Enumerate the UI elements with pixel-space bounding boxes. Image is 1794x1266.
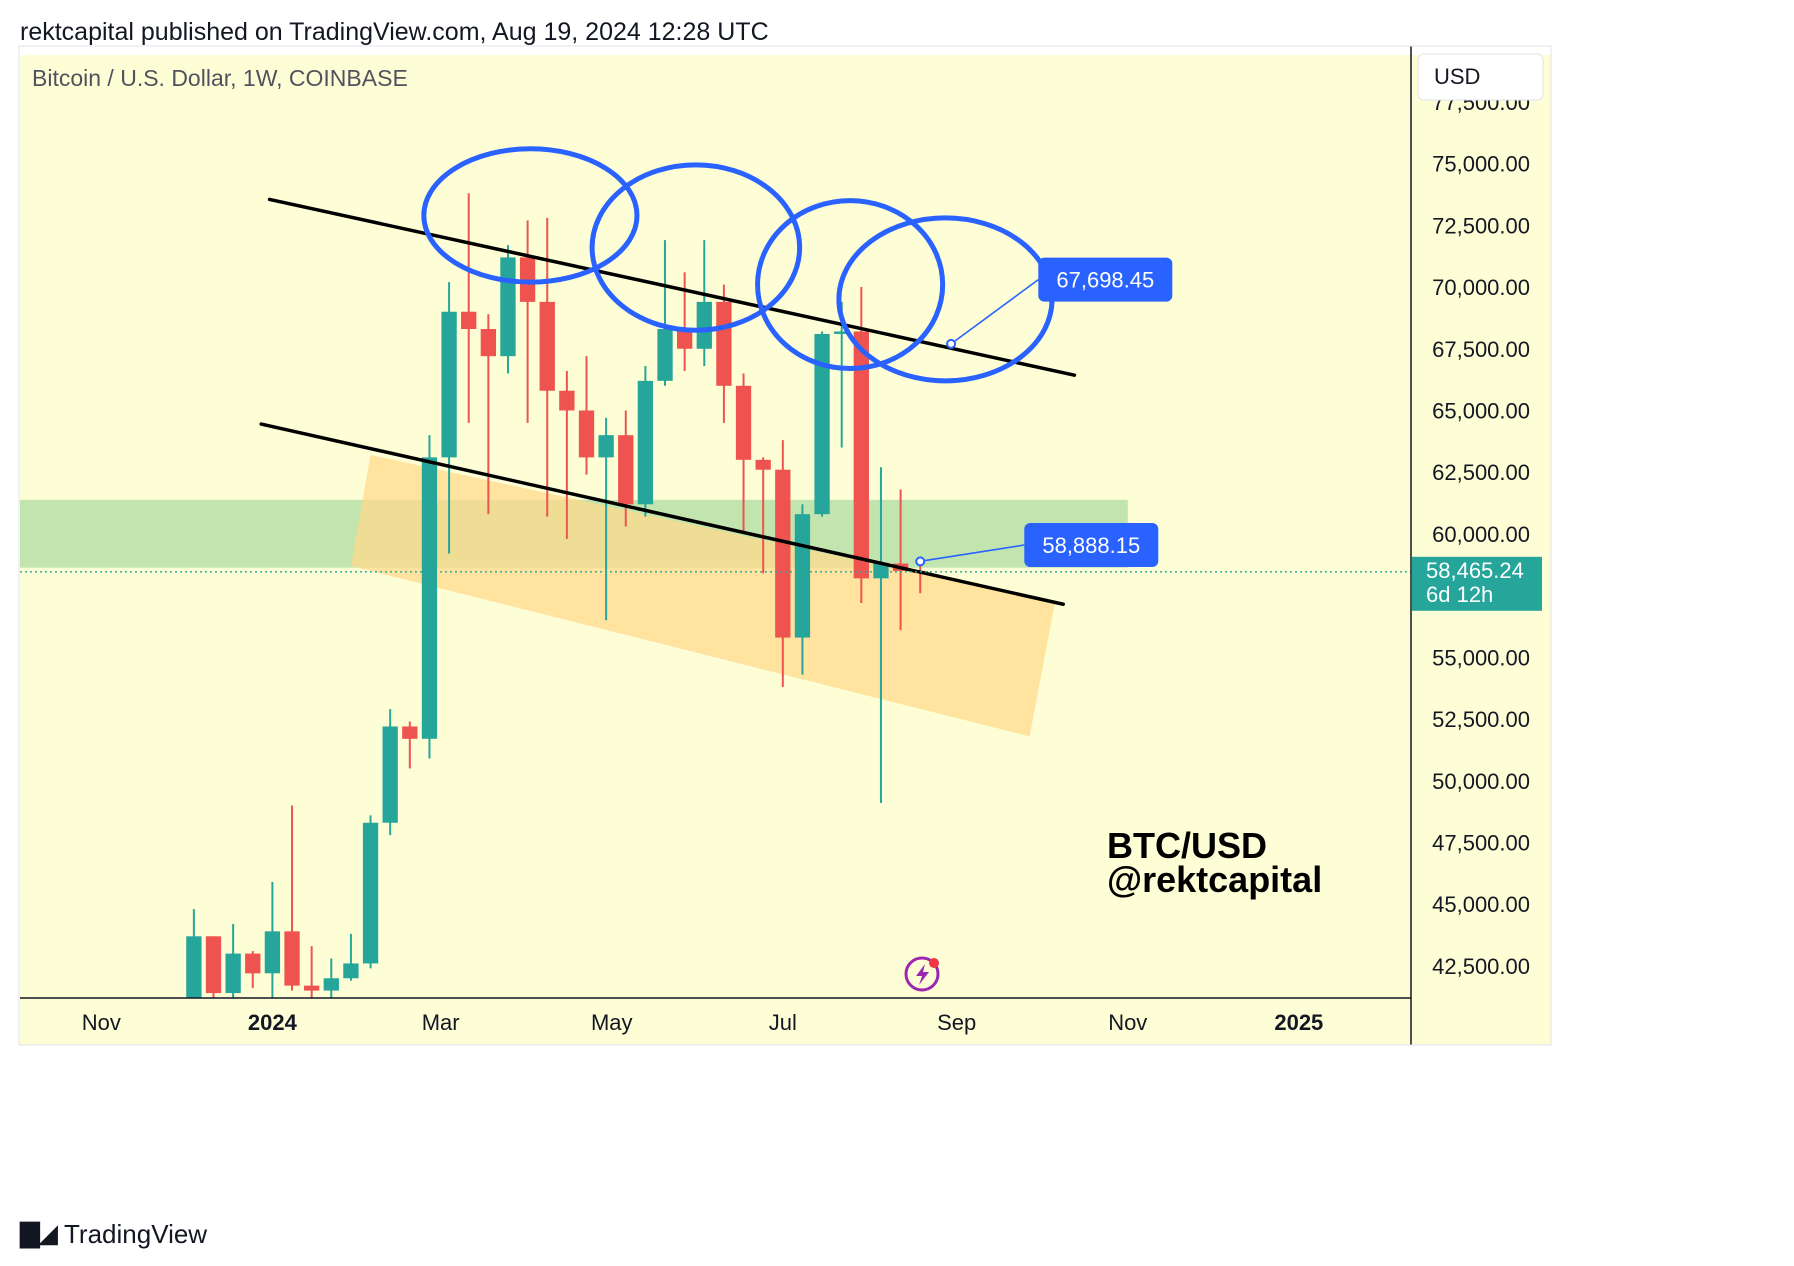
candle-body — [834, 331, 850, 334]
price-tick-label: 65,000.00 — [1432, 398, 1530, 423]
callout-connector — [920, 544, 1025, 563]
candles-layer — [186, 193, 928, 998]
price-tick-label: 42,500.00 — [1432, 954, 1530, 979]
candle-body — [480, 329, 496, 357]
price-tick-label: 67,500.00 — [1432, 337, 1530, 362]
time-tick-label: 2025 — [1274, 1010, 1323, 1035]
highlight-circle — [589, 162, 803, 333]
highlight-circle — [755, 198, 946, 372]
tradingview-brand: TradingView — [64, 1218, 208, 1249]
candle-body — [186, 936, 202, 998]
price-tick-label: 75,000.00 — [1432, 152, 1530, 177]
candle-body — [362, 822, 379, 964]
time-tick-label: 2024 — [248, 1010, 298, 1035]
candle-body — [637, 380, 654, 505]
time-tick-label: May — [591, 1010, 633, 1035]
trendline-upper-channel — [267, 197, 1077, 377]
currency-button-label: USD — [1434, 64, 1480, 89]
time-tick-label: Sep — [937, 1010, 976, 1035]
candle-body — [225, 953, 241, 994]
callout-label: 58,888.15 — [1042, 533, 1140, 558]
candle-body — [873, 563, 889, 579]
candle-body — [853, 331, 869, 579]
current-price-label: 58,465.24 6d 12h — [1412, 556, 1542, 611]
time-axis: Nov 2024 Mar May Jul Sep Nov 2025 — [82, 1010, 1324, 1035]
candle-body — [500, 257, 516, 357]
price-tick-label: 60,000.00 — [1432, 522, 1530, 547]
candle-body — [539, 301, 555, 391]
zones-layer — [20, 454, 1128, 737]
candle-body — [323, 978, 339, 991]
callout-box — [1024, 523, 1159, 568]
publish-header: rektcapital published on TradingView.com… — [20, 18, 769, 46]
callout-box — [1038, 257, 1173, 302]
candle-body — [794, 514, 811, 638]
candle-body — [461, 311, 477, 330]
price-tick-label: 52,500.00 — [1432, 707, 1530, 732]
candle-body — [755, 459, 771, 470]
candle-body — [343, 963, 359, 979]
candle-body — [205, 936, 222, 994]
current-price-value: 58,465.24 — [1426, 558, 1524, 583]
candle-body — [618, 435, 634, 505]
candle-body — [421, 457, 438, 739]
callouts-layer: 67,698.45 58,888.15 — [915, 257, 1173, 568]
price-tick-label: 45,000.00 — [1432, 892, 1530, 917]
price-tick-label: 70,000.00 — [1432, 275, 1530, 300]
candle-body — [775, 469, 791, 638]
trendlines-layer — [259, 197, 1077, 607]
candle-body — [304, 985, 320, 991]
watermark-author: @rektcapital — [1107, 859, 1322, 900]
candle-body — [245, 953, 261, 974]
zone-orange-channel-band — [350, 454, 1055, 737]
current-price-countdown: 6d 12h — [1426, 582, 1493, 607]
price-tick-label: 62,500.00 — [1432, 460, 1530, 485]
chart-title: Bitcoin / U.S. Dollar, 1W, COINBASE — [32, 65, 408, 91]
candle-body — [657, 329, 673, 381]
candle-body — [382, 726, 398, 823]
axis-background — [1411, 55, 1551, 1045]
price-tick-label: 55,000.00 — [1432, 645, 1530, 670]
tradingview-logo-icon: ▇◢ — [20, 1219, 58, 1249]
price-axis: 77,500.0075,000.0072,500.0070,000.0067,5… — [1432, 90, 1530, 979]
candle-body — [696, 301, 712, 349]
highlight-circle — [421, 146, 640, 285]
lightning-icon[interactable] — [904, 956, 940, 992]
time-tick-label: Nov — [82, 1010, 121, 1035]
candle-body — [598, 435, 614, 458]
candle-body — [735, 385, 752, 460]
chart-frame — [18, 45, 1552, 1046]
candle-body — [441, 311, 457, 458]
currency-button[interactable]: USD — [1417, 53, 1544, 101]
callout-label: 67,698.45 — [1056, 268, 1154, 293]
tradingview-footer[interactable]: ▇◢ TradingView — [20, 1218, 207, 1250]
price-tick-label: 47,500.00 — [1432, 830, 1530, 855]
time-tick-label: Nov — [1108, 1010, 1147, 1035]
price-tick-label: 72,500.00 — [1432, 213, 1530, 238]
time-tick-label: Jul — [769, 1010, 797, 1035]
candle-body — [402, 726, 418, 739]
callout-anchor — [915, 556, 926, 567]
candle-body — [716, 301, 732, 386]
time-tick-label: Mar — [422, 1010, 460, 1035]
candle-body — [284, 931, 300, 986]
watermark-pair: BTC/USD — [1107, 825, 1267, 866]
price-tick-label: 50,000.00 — [1432, 769, 1530, 794]
candle-body — [559, 390, 575, 411]
callout-anchor — [946, 338, 957, 349]
candle-body — [264, 931, 281, 974]
time-axis-background — [20, 998, 1411, 1045]
trendline-lower-channel — [259, 422, 1065, 607]
callout-connector — [950, 278, 1039, 345]
candle-body — [578, 410, 595, 458]
candle-body — [814, 333, 830, 515]
candle-body — [676, 329, 693, 349]
